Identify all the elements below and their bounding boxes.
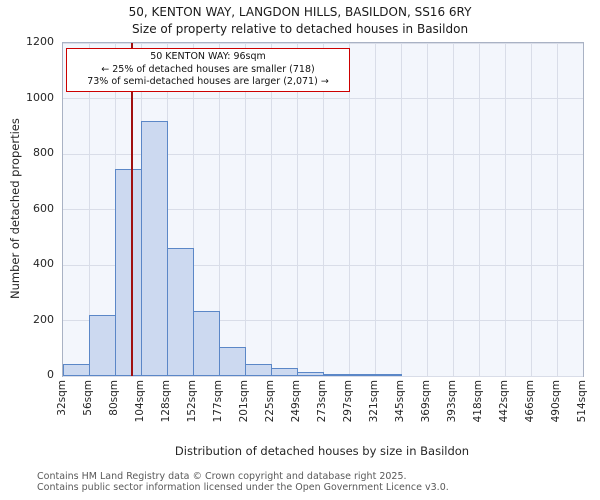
- y-tick-label: 1200: [26, 35, 54, 48]
- histogram-bar: [375, 374, 402, 376]
- x-gridline: [530, 43, 532, 376]
- chart-title-line1: 50, KENTON WAY, LANGDON HILLS, BASILDON,…: [128, 5, 472, 19]
- x-gridline: [270, 43, 272, 376]
- annotation-line1: 50 KENTON WAY: 96sqm: [150, 51, 266, 62]
- x-gridline: [218, 43, 220, 376]
- annotation-line3: 73% of semi-detached houses are larger (…: [87, 76, 329, 87]
- x-gridline: [452, 43, 454, 376]
- histogram-bar: [349, 374, 376, 376]
- x-gridline: [244, 43, 246, 376]
- x-gridline: [322, 43, 324, 376]
- y-gridline: [63, 375, 583, 377]
- y-tick-label: 400: [33, 257, 54, 270]
- x-tick-label: 514sqm: [576, 380, 588, 423]
- chart-title-line2: Size of property relative to detached ho…: [131, 22, 469, 36]
- annotation-box: 50 KENTON WAY: 96sqm ← 25% of detached h…: [66, 48, 350, 92]
- x-tick-label: 273sqm: [316, 380, 328, 423]
- y-tick-label: 1000: [26, 90, 54, 104]
- x-tick-label: 32sqm: [56, 380, 68, 416]
- x-tick-label: 104sqm: [134, 380, 146, 423]
- histogram-bar: [115, 169, 142, 376]
- x-tick-label: 177sqm: [212, 380, 224, 423]
- x-tick-label: 321sqm: [368, 380, 380, 423]
- subject-property-marker-line: [131, 43, 134, 376]
- x-tick-label: 466sqm: [524, 380, 536, 423]
- x-tick-label: 225sqm: [264, 380, 276, 423]
- plot-area: [62, 42, 584, 377]
- x-tick-label: 442sqm: [498, 380, 510, 423]
- x-tick-label: 369sqm: [420, 380, 432, 423]
- x-axis-label: Distribution of detached houses by size …: [174, 444, 470, 458]
- x-gridline: [192, 43, 194, 376]
- x-tick-label: 56sqm: [82, 380, 94, 416]
- x-tick-label: 418sqm: [472, 380, 484, 423]
- x-gridline: [296, 43, 298, 376]
- histogram-bar: [141, 120, 168, 376]
- histogram-bar: [89, 314, 116, 376]
- y-tick-label: 600: [33, 201, 54, 215]
- x-tick-label: 201sqm: [238, 380, 250, 423]
- x-tick-label: 393sqm: [446, 380, 458, 423]
- annotation-line2: ← 25% of detached houses are smaller (71…: [101, 63, 315, 75]
- x-tick-label: 80sqm: [108, 380, 120, 416]
- y-tick-label: 800: [33, 146, 54, 159]
- histogram-bar: [245, 363, 272, 376]
- y-tick-label: 0: [47, 368, 54, 381]
- x-tick-label: 128sqm: [160, 380, 172, 423]
- x-gridline: [88, 43, 90, 376]
- y-tick-label: 200: [33, 312, 54, 326]
- x-gridline: [374, 43, 376, 376]
- histogram-bar: [323, 373, 350, 376]
- x-gridline: [400, 43, 402, 376]
- x-tick-label: 249sqm: [290, 380, 302, 423]
- histogram-bar: [297, 371, 324, 376]
- x-gridline: [348, 43, 350, 376]
- histogram-bar: [63, 363, 90, 376]
- footer-line2: Contains public sector information licen…: [37, 482, 449, 493]
- x-tick-label: 345sqm: [394, 380, 406, 423]
- x-gridline: [478, 43, 480, 376]
- x-tick-label: 297sqm: [342, 380, 354, 423]
- histogram-bar: [167, 248, 194, 376]
- x-gridline: [426, 43, 428, 376]
- histogram-bar: [219, 346, 246, 376]
- x-gridline: [504, 43, 506, 376]
- x-gridline: [556, 43, 558, 376]
- x-tick-label: 490sqm: [550, 380, 562, 423]
- x-tick-label: 152sqm: [186, 380, 198, 423]
- histogram-bar: [271, 367, 298, 376]
- footer-line1: Contains HM Land Registry data © Crown c…: [37, 471, 407, 482]
- histogram-bar: [193, 310, 220, 376]
